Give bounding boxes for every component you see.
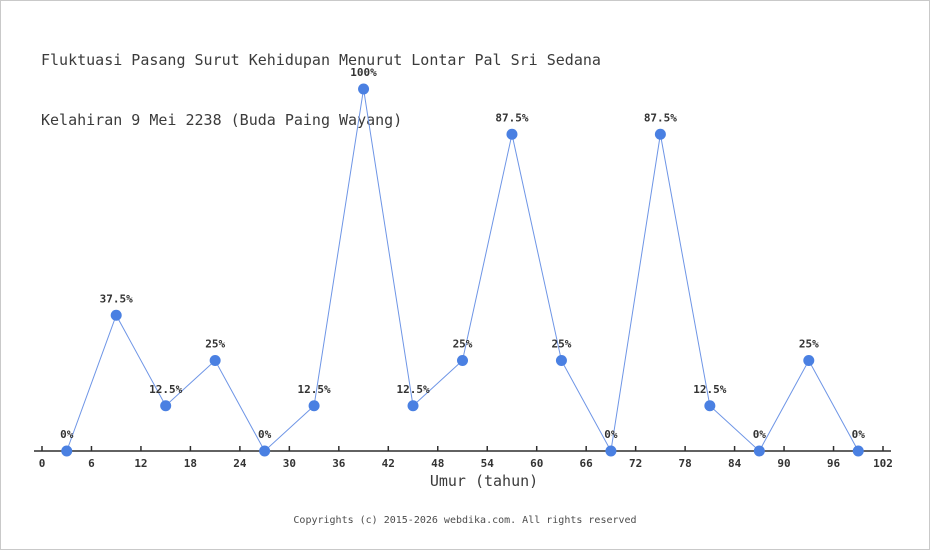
data-point-marker: [852, 445, 864, 457]
data-point-label: 0%: [258, 428, 272, 441]
data-point-marker: [803, 355, 815, 366]
x-tick-label: 30: [283, 457, 296, 470]
x-tick-label: 42: [382, 457, 395, 470]
data-point-label: 87.5%: [644, 111, 677, 124]
x-tick-label: 78: [678, 457, 691, 470]
x-tick-label: 48: [431, 457, 444, 470]
data-point-marker: [259, 445, 271, 457]
chart-title: Fluktuasi Pasang Surut Kehidupan Menurut…: [41, 10, 601, 170]
data-point-marker: [209, 355, 221, 366]
data-point-label: 25%: [552, 338, 572, 351]
chart-title-line2: Kelahiran 9 Mei 2238 (Buda Paing Wayang): [41, 111, 403, 129]
data-point-label: 25%: [453, 338, 473, 351]
life-fluctuation-line-chart: 0 6 12 18 24 30 36 42 48 54 60 66 72 78 84 90 96 102 0% 37.…: [34, 66, 893, 470]
x-tick-label: 96: [827, 457, 841, 470]
x-tick-label: 54: [481, 457, 495, 470]
data-line: [66, 88, 859, 453]
data-point-marker: [605, 445, 617, 457]
data-point-marker: [753, 445, 765, 457]
data-point-marker: [308, 400, 320, 412]
data-point-label: 0%: [753, 428, 767, 441]
x-tick-label: 72: [629, 457, 642, 470]
x-tick-label: 66: [580, 457, 594, 470]
x-axis-label: Umur (tahun): [429, 472, 539, 490]
x-tick-label: 6: [88, 457, 95, 470]
data-point-label: 12.5%: [396, 383, 429, 396]
data-point-marker: [555, 355, 567, 366]
data-point-marker: [61, 445, 73, 457]
x-tick-label: 12: [134, 457, 147, 470]
data-point-label: 0%: [852, 428, 866, 441]
x-tick-label: 60: [530, 457, 543, 470]
data-point-marker: [160, 400, 172, 412]
x-tick-label: 102: [873, 457, 893, 470]
data-point-marker: [457, 355, 468, 366]
data-point-label: 100%: [350, 66, 377, 79]
data-point-marker: [704, 400, 716, 412]
copyright-footer: Copyrights (c) 2015-2026 webdika.com. Al…: [293, 515, 637, 526]
data-point-marker: [358, 83, 370, 95]
x-tick-label: 90: [777, 457, 790, 470]
x-tick-label: 0: [39, 457, 46, 470]
data-point-label: 25%: [205, 338, 225, 351]
data-point-label: 12.5%: [298, 383, 331, 396]
data-point-marker: [506, 128, 518, 140]
x-tick-label: 36: [332, 457, 346, 470]
data-point-label: 37.5%: [100, 292, 133, 305]
x-tick-label: 18: [184, 457, 197, 470]
data-point-label: 0%: [60, 428, 74, 441]
x-tick-label: 24: [233, 457, 247, 470]
data-point-label: 87.5%: [495, 111, 528, 124]
chart-title-line1: Fluktuasi Pasang Surut Kehidupan Menurut…: [41, 51, 601, 69]
x-tick-label: 84: [728, 457, 742, 470]
data-point-marker: [110, 309, 122, 321]
data-point-marker: [654, 128, 666, 140]
data-point-label: 12.5%: [149, 383, 182, 396]
data-point-label: 12.5%: [693, 383, 726, 396]
data-point-marker: [407, 400, 419, 412]
data-point-label: 25%: [799, 338, 819, 351]
data-point-label: 0%: [604, 428, 618, 441]
